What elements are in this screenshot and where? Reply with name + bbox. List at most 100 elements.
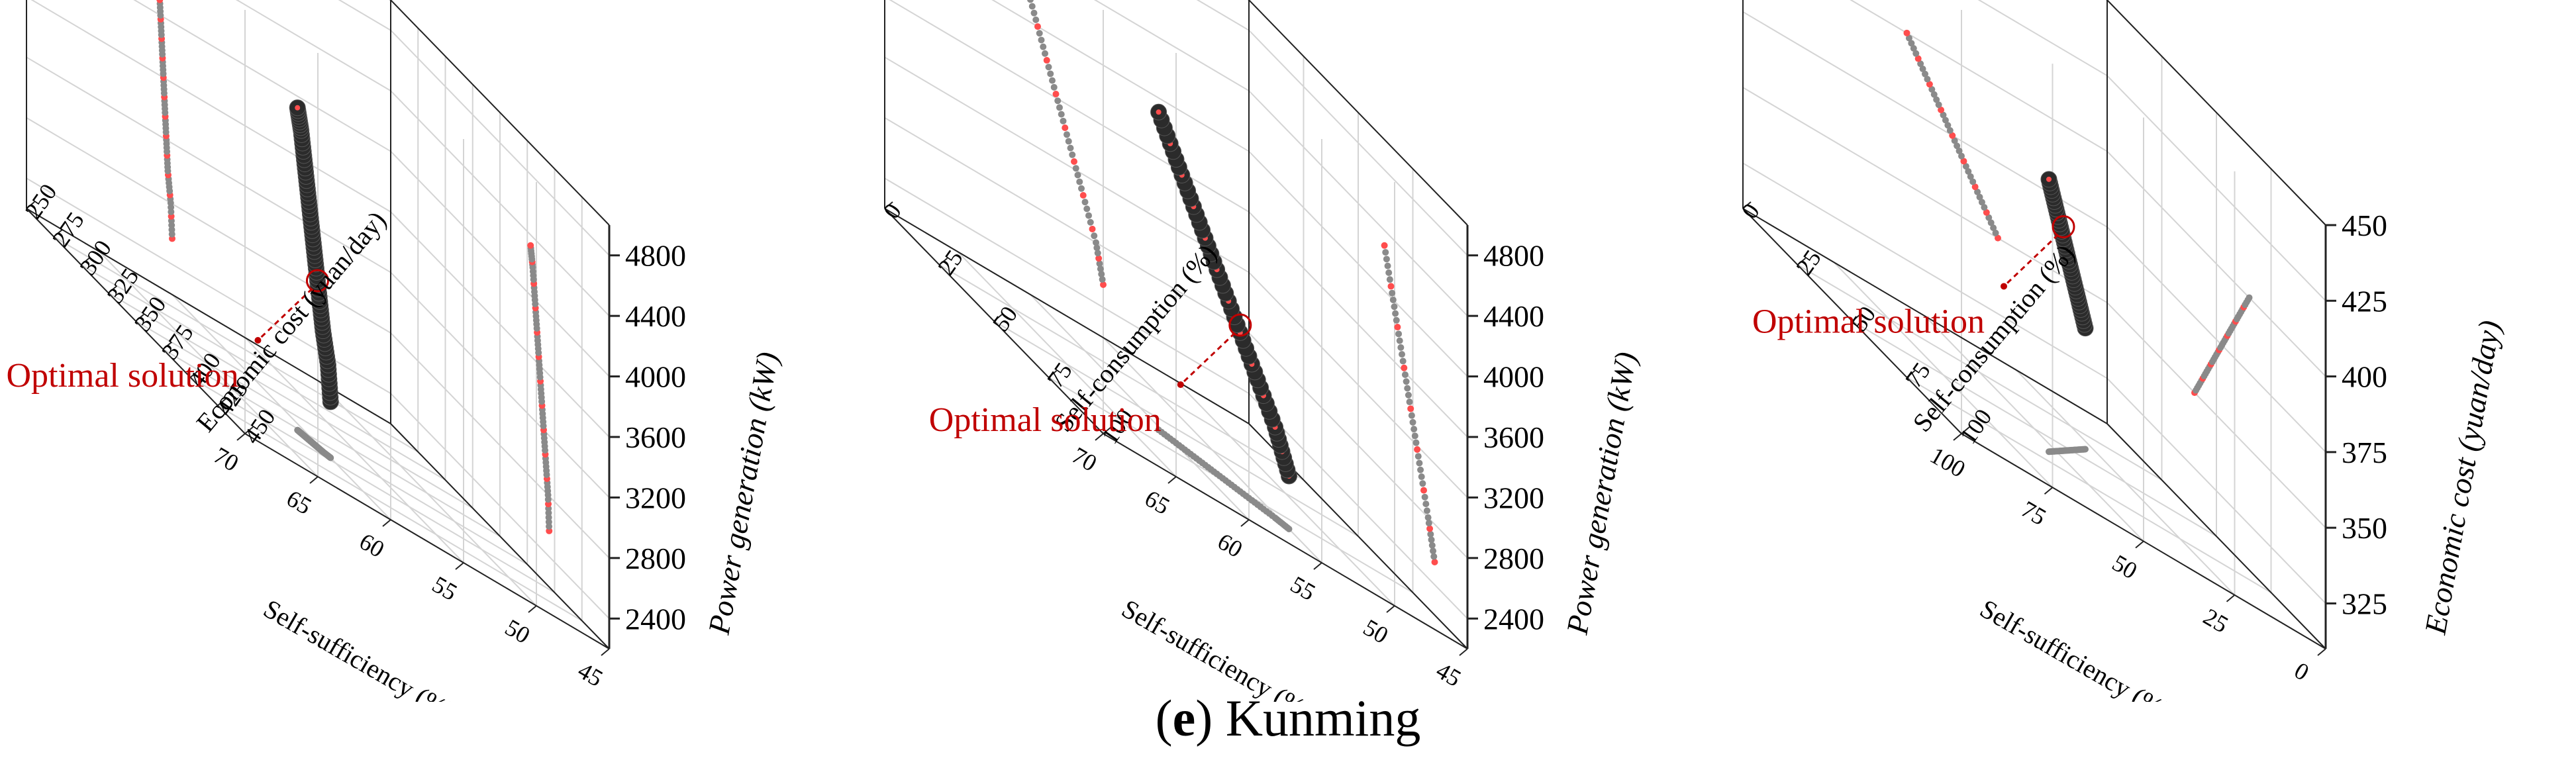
- chart-panel-3: 0 25 50 75 100 0 25 50 75 100 325 350 375 400 425 450 Se…: [1716, 0, 2575, 702]
- annotation-leader: [2003, 234, 2059, 287]
- x-tick-label: 65: [1140, 485, 1174, 520]
- right-projection-point: [1419, 480, 1426, 487]
- left-projection-point: [1962, 163, 1969, 170]
- right-projection-point: [1381, 242, 1388, 249]
- chart-panel-1: 45 50 55 60 65 70 250 275 300 325 350 375 400 425 450 2…: [0, 0, 858, 702]
- x-tick: [1240, 519, 1250, 527]
- gridline-z-left: [133, 0, 391, 152]
- left-projection-point: [1027, 0, 1034, 3]
- z-tick-label: 2800: [1483, 542, 1544, 575]
- right-projection-point: [1393, 316, 1400, 324]
- z-tick-label: 4800: [625, 239, 686, 273]
- box-edge: [1103, 433, 1468, 649]
- x-tick: [1095, 433, 1104, 441]
- left-projection-point: [1935, 101, 1942, 109]
- right-projection-point: [1416, 459, 1423, 467]
- left-projection-point: [156, 0, 164, 3]
- right-projection-point: [1426, 525, 1434, 532]
- right-projection-point: [1412, 439, 1420, 446]
- y-tick: [189, 370, 199, 378]
- y-tick: [217, 398, 226, 407]
- left-projection-point: [1067, 144, 1074, 152]
- box-edge: [2106, 423, 2326, 649]
- left-projection-point: [1969, 178, 1977, 185]
- left-projection-point: [1069, 151, 1076, 158]
- optimal-marker: [305, 269, 329, 293]
- left-projection-point: [1071, 158, 1077, 165]
- x-tick: [2044, 487, 2054, 495]
- left-projection-point: [1032, 16, 1040, 23]
- z-tick-label: 375: [2342, 436, 2387, 469]
- gridline-z-left: [26, 117, 391, 334]
- left-projection-point: [1083, 205, 1091, 213]
- x-tick-label: 50: [1359, 614, 1393, 649]
- left-projection-point: [1065, 138, 1072, 145]
- right-projection-point: [1385, 269, 1393, 276]
- left-projection-point: [1036, 30, 1043, 37]
- x-tick-label: 60: [355, 528, 389, 563]
- z-tick-label: 425: [2342, 284, 2387, 318]
- x-axis-title: Self-sufficiency (%): [1117, 593, 1318, 702]
- x-tick: [528, 605, 537, 613]
- gridline-y-floor: [217, 405, 583, 622]
- x-axis-title: Self-sufficiency (%): [1975, 593, 2177, 702]
- left-projection-point: [1942, 117, 1949, 124]
- right-projection-point: [1391, 303, 1398, 311]
- left-projection-point: [1992, 229, 1999, 236]
- gridline-z-left: [338, 0, 391, 31]
- left-projection-point: [1045, 64, 1052, 71]
- right-projection-point: [1421, 493, 1428, 501]
- chart-panel-2: 45 50 55 60 65 70 0 25 50 75 100 2400 2800 3200 3600 40…: [858, 0, 1716, 702]
- z-tick-label: 3200: [1483, 481, 1544, 514]
- gridline-z-right: [390, 393, 610, 619]
- x-tick-label: 0: [2290, 657, 2314, 686]
- x-tick-label: 50: [501, 614, 534, 649]
- z-tick-label: 3600: [1483, 420, 1544, 454]
- left-projection-point: [1958, 152, 1965, 160]
- optimal-marker: [1228, 313, 1252, 337]
- caption-open: (: [1155, 689, 1173, 747]
- left-projection-point: [1081, 199, 1089, 206]
- gridline-z-left: [1850, 0, 2108, 152]
- x-tick-label: 55: [428, 571, 462, 606]
- left-projection-point: [1985, 214, 1993, 221]
- z-tick-label: 4000: [1483, 360, 1544, 394]
- right-projection-point: [1405, 391, 1412, 399]
- z-tick-label: 350: [2342, 511, 2387, 545]
- x-axis-title: Self-sufficiency (%): [259, 593, 460, 702]
- right-projection-point: [1392, 310, 1399, 317]
- left-projection-point: [1965, 168, 1972, 175]
- left-projection-point: [1914, 55, 1922, 62]
- x-tick-label: 25: [2199, 603, 2233, 638]
- highlight-point: [1156, 109, 1162, 115]
- grid: [884, 0, 1468, 649]
- gridline-z-right: [1248, 211, 1468, 438]
- left-projection-point: [1040, 43, 1047, 50]
- gridline-z-right: [390, 211, 610, 438]
- points: [1027, 0, 1438, 565]
- y-tick: [884, 201, 893, 209]
- y-tick-label: 75: [1042, 358, 1077, 392]
- y-tick: [1048, 370, 1058, 378]
- left-projection-point: [1981, 204, 1988, 211]
- optimal-marker: [2052, 215, 2075, 238]
- y-tick: [993, 314, 1003, 322]
- z-tick-label: 2800: [625, 542, 686, 575]
- annotation-dot: [2001, 283, 2007, 290]
- left-projection-point: [1944, 122, 1952, 129]
- z-axis-title: Power generation (kW): [1560, 350, 1642, 638]
- left-projection-point: [1908, 40, 1915, 47]
- labels: 4550556065700255075100240028003200360040…: [878, 199, 1643, 702]
- left-projection-point: [1978, 199, 1985, 206]
- right-projection-point: [1399, 351, 1405, 358]
- left-projection-point: [1917, 60, 1924, 68]
- right-projection-point: [1387, 283, 1395, 290]
- optimal-solution-label: Optimal solution: [929, 401, 1162, 439]
- left-projection-point: [1094, 250, 1101, 257]
- y-tick-label: 350: [129, 291, 172, 336]
- left-projection-point: [1974, 188, 1981, 195]
- annotation-leader: [257, 287, 313, 342]
- figure-caption: (e) Kunming: [0, 689, 2576, 748]
- right-projection-point: [1414, 453, 1422, 460]
- right-projection-point: [1409, 418, 1416, 426]
